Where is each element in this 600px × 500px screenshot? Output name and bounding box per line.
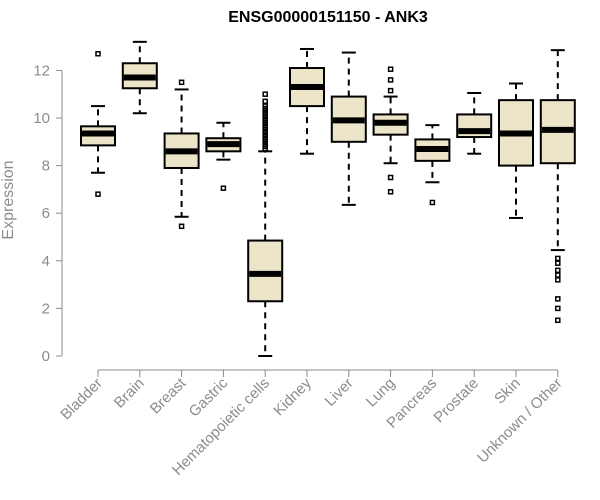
outlier-point <box>178 223 185 230</box>
outlier-point <box>555 267 561 274</box>
y-tick-label: 12 <box>33 62 50 79</box>
y-axis: 0 2 4 6 8 10 12 <box>33 62 63 365</box>
box-brain <box>121 40 158 115</box>
outlier-point <box>387 174 394 181</box>
box-prostate <box>456 92 493 155</box>
box-skin <box>498 82 534 219</box>
box-lung <box>372 66 409 195</box>
y-tick-label: 8 <box>42 158 50 175</box>
outlier-point <box>262 98 268 105</box>
chart-title: ENSG00000151150 - ANK3 <box>228 9 428 26</box>
outlier-point <box>429 199 436 206</box>
y-tick-label: 0 <box>42 348 50 365</box>
outlier-point <box>387 77 394 83</box>
outlier-point <box>555 260 561 266</box>
y-axis-label: Expression <box>0 160 17 239</box>
box-breast <box>163 79 200 230</box>
box-liver <box>330 51 367 206</box>
box-bladder <box>80 50 116 197</box>
outlier-point <box>262 91 268 97</box>
x-tick-label: Kidney <box>270 374 315 419</box>
x-tick-label: Skin <box>491 375 524 408</box>
y-tick-label: 6 <box>42 205 50 222</box>
outlier-point <box>387 87 394 94</box>
box-hematopoietic-cells <box>247 91 284 357</box>
x-tick-label: Brain <box>111 375 148 412</box>
box-kidney <box>289 47 325 155</box>
y-tick-label: 4 <box>42 253 50 270</box>
outlier-point <box>95 191 101 197</box>
y-tick-label: 10 <box>33 110 50 127</box>
boxes-group <box>80 40 576 357</box>
outlier-point <box>220 185 227 191</box>
outlier-point <box>555 305 561 312</box>
box-gastric <box>205 121 242 191</box>
outlier-point <box>178 79 185 86</box>
box-pancreas <box>414 124 451 206</box>
outlier-point <box>555 296 561 302</box>
outlier-point <box>387 189 394 195</box>
y-tick-label: 2 <box>42 300 50 317</box>
x-tick-label: Bladder <box>57 375 106 424</box>
outlier-point <box>95 50 101 57</box>
x-tick-label: Liver <box>322 375 357 410</box>
x-tick-label: Lung <box>363 375 399 411</box>
outlier-point <box>555 277 561 283</box>
outlier-point <box>555 317 561 324</box>
outlier-point <box>555 272 561 278</box>
x-tick-label: Prostate <box>430 375 482 427</box>
x-tick-label: Breast <box>147 374 190 417</box>
box-unknown-other <box>539 49 576 324</box>
outlier-point <box>555 255 561 262</box>
outlier-point <box>262 103 268 109</box>
outlier-point <box>387 66 394 72</box>
